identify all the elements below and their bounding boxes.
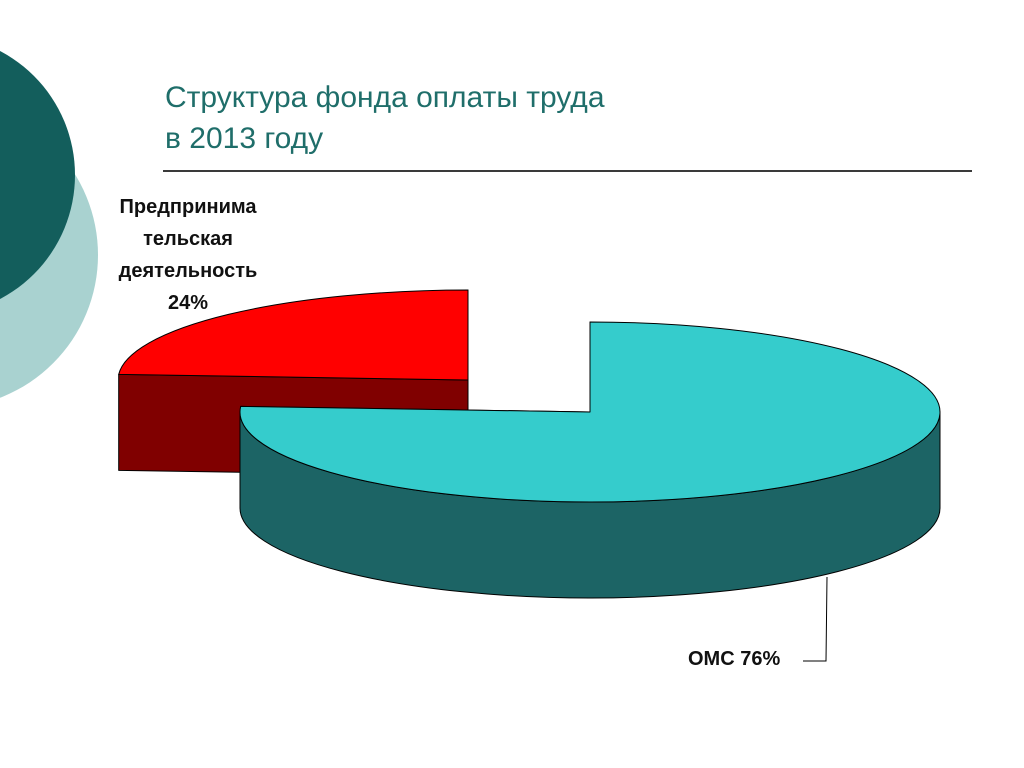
slide-title-line-1: Структура фонда оплаты труда — [165, 81, 605, 114]
data-label-name-line-1: Предпринима — [119, 196, 257, 218]
data-label-name-line-2: тельская — [143, 228, 233, 250]
slide-title-line-2: в 2013 году — [165, 122, 324, 155]
data-label-value: 24% — [167, 292, 209, 314]
title-divider — [163, 170, 972, 172]
data-label-name-line-3: деятельность — [118, 260, 258, 282]
pie-slice-oms — [239, 321, 941, 599]
decor-dark-circle — [0, 51, 75, 299]
data-label-predprinimatelskaya: Предпринима тельская деятельность 24% — [95, 191, 281, 319]
data-label-oms: ОМС 76% — [688, 648, 781, 670]
pie-slice-predprinimatelskaya-top — [118, 289, 469, 381]
leader-line-oms — [803, 576, 828, 662]
pie-slice-oms-top — [239, 321, 941, 503]
